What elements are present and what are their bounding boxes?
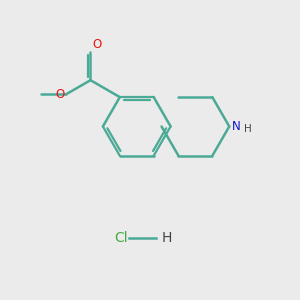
Text: H: H (244, 124, 252, 134)
Text: Cl: Cl (114, 231, 128, 245)
Text: H: H (162, 231, 172, 245)
Text: O: O (92, 38, 101, 51)
Text: N: N (232, 120, 240, 133)
Text: O: O (56, 88, 65, 100)
